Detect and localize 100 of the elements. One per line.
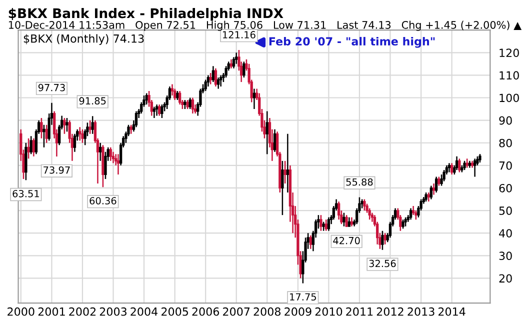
candlestick (412, 205, 415, 216)
candlestick (73, 133, 76, 153)
y-tick-label: 80 (499, 138, 512, 148)
candlestick (232, 56, 236, 70)
candlestick (348, 216, 351, 227)
candlestick (458, 158, 461, 173)
candlestick (220, 74, 222, 88)
candlestick (432, 182, 436, 196)
candlestick (63, 117, 66, 134)
candlestick (284, 160, 286, 184)
annotation: 55.88 (346, 178, 373, 186)
candlestick (281, 160, 284, 216)
x-tick-label: 2002 (69, 307, 96, 316)
candlestick (450, 162, 454, 176)
x-tick-label: 2004 (130, 307, 158, 316)
candlestick (30, 135, 32, 155)
candlestick (463, 160, 466, 171)
annotation: $BKX (Monthly) 74.13 (24, 34, 144, 45)
candlestick (130, 124, 132, 134)
candlestick (78, 126, 82, 142)
candlestick (174, 88, 176, 101)
y-tick-label: 40 (499, 229, 512, 238)
candlestick (466, 158, 468, 168)
x-tick-label: 2010 (315, 307, 342, 316)
candlestick (112, 151, 115, 164)
y-tick-label: 100 (500, 94, 519, 102)
candlestick (81, 128, 84, 144)
annotation: 97.73 (38, 84, 65, 92)
x-tick-label: 2007 (223, 307, 250, 316)
x-tick-label: 2011 (346, 307, 373, 316)
candlestick (327, 216, 330, 232)
candlestick (186, 99, 189, 110)
candlestick (309, 234, 312, 250)
candlestick (438, 176, 440, 186)
candlestick (152, 106, 156, 119)
x-tick-label: 2012 (376, 307, 404, 316)
candlestick (66, 117, 68, 132)
candlestick (209, 72, 212, 85)
candlestick (409, 208, 412, 220)
candlestick (337, 200, 340, 220)
candlestick (91, 116, 94, 134)
candlestick (216, 76, 220, 90)
candlestick (440, 174, 443, 186)
candlestick (214, 68, 218, 88)
candlestick (402, 218, 404, 230)
candlestick (342, 212, 346, 227)
x-tick-label: 2001 (38, 307, 65, 316)
x-tick-label: 2003 (100, 307, 126, 316)
candlestick (170, 84, 174, 96)
y-tick-label: 50 (499, 206, 512, 215)
candlestick (360, 198, 364, 209)
candlestick (363, 198, 366, 212)
candlestick (368, 208, 371, 220)
candlestick (430, 185, 432, 200)
candlestick (176, 90, 179, 101)
candlestick (266, 110, 268, 155)
candlestick (42, 124, 46, 148)
candlestick (45, 124, 48, 144)
annotation: 32.56 (369, 260, 396, 268)
annotation: 121.16 (223, 31, 256, 38)
candlestick (286, 133, 289, 194)
candlestick (381, 230, 384, 251)
candlestick (273, 128, 276, 153)
x-tick-label: 2000 (8, 307, 34, 316)
candlestick (235, 52, 238, 65)
candlestick (212, 66, 215, 83)
candlestick (134, 110, 138, 128)
candlestick (424, 192, 428, 202)
y-tick-label: 20 (499, 274, 512, 283)
candlestick (252, 88, 256, 110)
candlestick (155, 104, 158, 116)
annotation: 60.36 (90, 197, 116, 204)
candlestick (370, 212, 374, 222)
candlestick (188, 97, 192, 110)
candlestick (178, 90, 182, 106)
annotation: Feb 20 '07 - "all time high" (269, 36, 435, 48)
y-tick-label: 60 (499, 184, 512, 192)
candlestick (99, 142, 102, 162)
y-tick-label: 120 (500, 48, 519, 58)
candlestick (384, 232, 386, 246)
candlestick (104, 151, 107, 180)
candlestick (473, 158, 476, 178)
candlestick (32, 138, 36, 158)
candlestick (40, 117, 43, 139)
candlestick (427, 192, 430, 202)
candlestick (404, 216, 407, 227)
candlestick (414, 210, 418, 220)
candlestick (158, 104, 161, 116)
x-tick-label: 2006 (192, 307, 220, 316)
candlestick (191, 97, 194, 114)
annotation: 91.85 (79, 97, 106, 105)
x-tick-label: 2005 (162, 307, 188, 316)
chart-subtitle: 10-Dec-2014 11:53am Open 72.51 High 75.06 Low 71.31 Last 74.13 Chg +1.45 (+2.00%) ▲ (8, 20, 522, 31)
candlestick (455, 156, 458, 171)
candlestick (434, 176, 438, 194)
candlestick (88, 120, 92, 134)
y-tick-label: 110 (500, 71, 519, 80)
candlestick (160, 104, 164, 119)
candlestick (224, 66, 228, 78)
x-tick-label: 2009 (284, 307, 312, 316)
